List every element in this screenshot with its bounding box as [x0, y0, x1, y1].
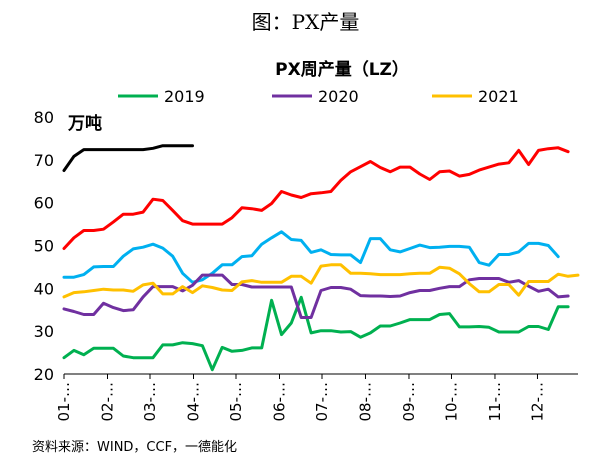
y-tick-label: 20: [34, 365, 54, 384]
series-line-2020: [62, 273, 570, 319]
x-tick-label: 11-…: [486, 382, 504, 422]
series-layer: [62, 144, 580, 372]
series-line-2021: [62, 263, 580, 299]
source-note: 资料来源：WIND，CCF，一德能化: [32, 440, 238, 455]
x-tick-label: 03-…: [141, 382, 159, 422]
x-tick-label: 10-…: [442, 382, 460, 422]
x-tick-label: 08-…: [356, 382, 374, 422]
legend: 2019 2020 2021: [118, 87, 519, 106]
series-line-unnamed-1: [62, 146, 570, 250]
unit-label: 万吨: [67, 113, 102, 134]
chart-title: PX周产量（LZ）: [275, 59, 409, 80]
series-line-2019: [62, 295, 570, 372]
series-line-unnamed-2: [62, 230, 560, 284]
y-tick-label: 40: [34, 279, 54, 298]
legend-label-2020: 2020: [318, 87, 359, 106]
x-tick-label: 07-…: [313, 382, 331, 422]
y-tick-label: 30: [34, 322, 54, 341]
y-tick-label: 70: [34, 151, 54, 170]
series-line-unnamed-0: [62, 144, 194, 172]
legend-label-2019: 2019: [164, 87, 205, 106]
legend-label-2021: 2021: [478, 87, 519, 106]
x-tick-label: 09-…: [400, 382, 418, 422]
axes: 20 30 40 50 60 70 80 01-… 02-… 03-… 04-… 05-… 06-… 07…: [34, 108, 578, 422]
x-tick-label: 06-…: [270, 382, 288, 422]
x-tick-label: 04-…: [184, 382, 202, 422]
x-tick-label: 05-…: [227, 382, 245, 422]
x-tick-label: 01-…: [55, 382, 73, 422]
y-tick-label: 80: [34, 108, 54, 127]
figure-caption: 图：PX产量: [251, 10, 360, 34]
y-tick-label: 50: [34, 237, 54, 256]
y-tick-label: 60: [34, 194, 54, 213]
x-tick-label: 02-…: [98, 382, 116, 422]
x-tick-label: 12-…: [528, 382, 546, 422]
